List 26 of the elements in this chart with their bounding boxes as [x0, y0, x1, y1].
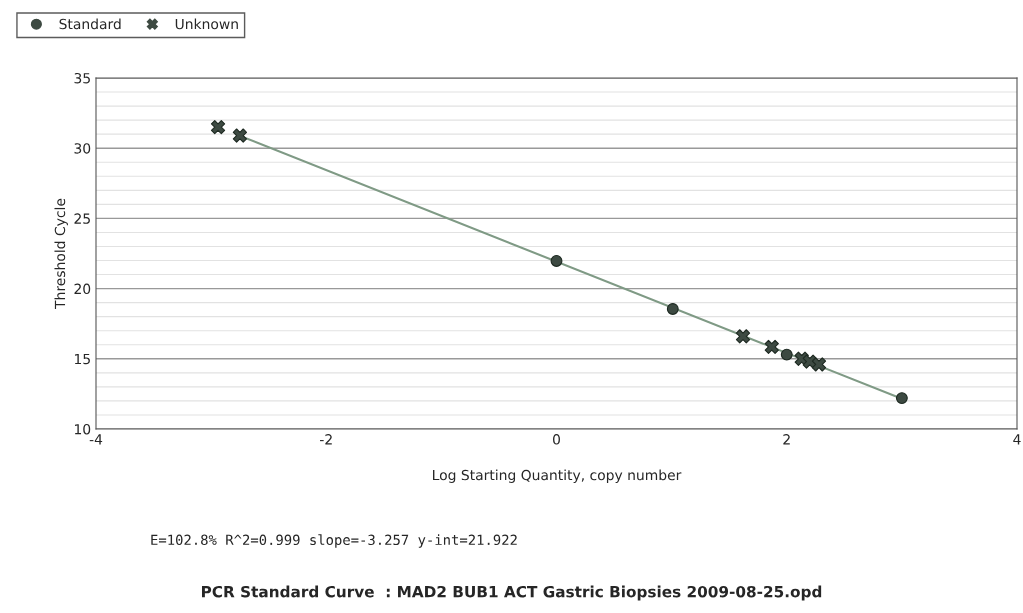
point — [735, 329, 751, 344]
y-axis-title: Threshold Cycle — [54, 198, 68, 309]
point — [232, 128, 248, 143]
point — [550, 255, 563, 267]
x-tick-label: 2 — [783, 434, 790, 445]
x-tick-label: -2 — [320, 434, 332, 445]
x-tick-label: 0 — [553, 434, 560, 445]
y-tick-label: 25 — [74, 213, 90, 224]
y-tick-label: 35 — [74, 72, 90, 84]
point — [666, 303, 679, 315]
point — [764, 339, 779, 355]
legend-label: Unknown — [175, 18, 238, 30]
point — [811, 357, 827, 372]
point — [210, 119, 226, 135]
text: PCR Standard Curve : MAD2 BUB1 ACT Gastric Biopsies 2009-08-25.opd — [202, 585, 822, 601]
y-tick-label: 15 — [74, 353, 90, 365]
y-tick-label: 10 — [74, 423, 91, 435]
x-tick-label: -4 — [89, 434, 103, 445]
point — [895, 392, 908, 405]
x-tick-label: 4 — [1013, 434, 1021, 445]
x-axis-title: Log Starting Quantity, copy number — [433, 469, 682, 483]
y-tick-label: 30 — [74, 143, 91, 154]
point — [780, 348, 793, 361]
y-tick-label: 20 — [74, 283, 91, 295]
text: E=102.8% R^2=0.999 slope=-3.257 y-int=21.922 — [151, 534, 517, 548]
legend-label: Standard — [59, 18, 121, 30]
